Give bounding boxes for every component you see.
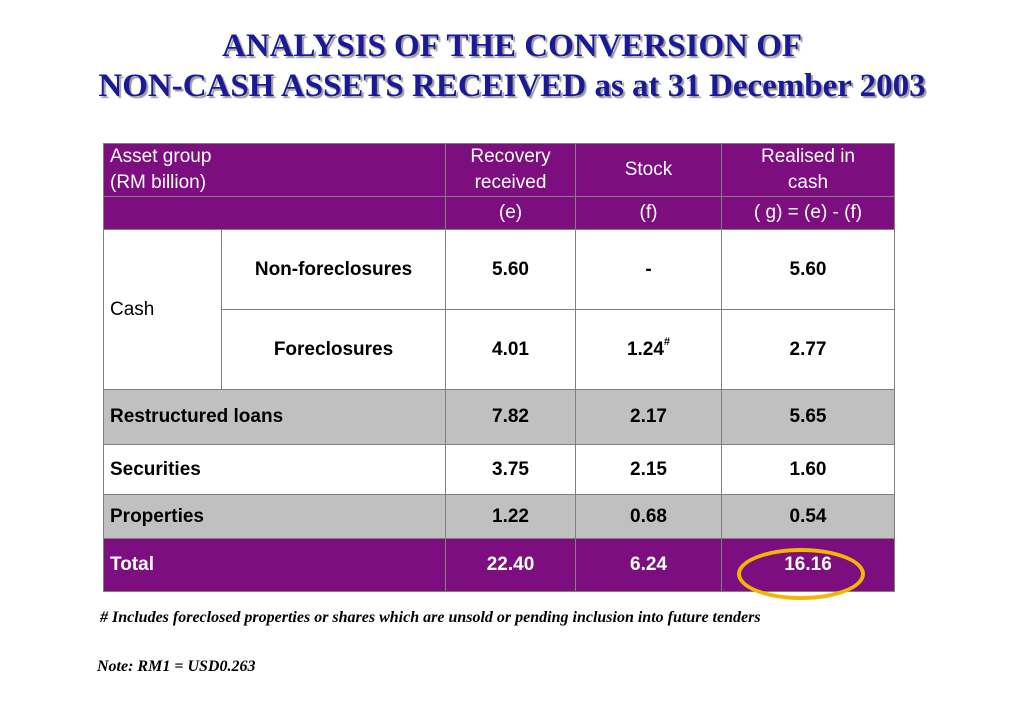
cash-group-label: Cash <box>103 229 222 390</box>
row-label: Securities <box>103 444 446 495</box>
header-recovery-line2: received <box>474 172 547 193</box>
formula-g: ( g) = (e) - (f) <box>721 196 895 230</box>
total-label: Total <box>103 538 446 592</box>
title-line-1: ANALYSIS OF THE CONVERSION OF <box>221 28 803 64</box>
table-formula-row: (e) (f) ( g) = (e) - (f) <box>103 196 895 230</box>
recovery-value: 7.82 <box>445 389 576 445</box>
page-title: ANALYSIS OF THE CONVERSION OF NON-CASH A… <box>0 26 1024 106</box>
row-label: Foreclosures <box>221 309 446 390</box>
stock-value: 2.15 <box>575 444 722 495</box>
header-realised-line1: Realised in <box>761 146 855 167</box>
formula-f: (f) <box>575 196 722 230</box>
asset-conversion-table: Asset group (RM billion) Recovery receiv… <box>103 143 895 592</box>
footnote: # Includes foreclosed properties or shar… <box>100 609 761 626</box>
formula-blank-cell <box>103 196 446 230</box>
recovery-value: 5.60 <box>445 229 576 310</box>
stock-value: 2.17 <box>575 389 722 445</box>
row-label: Non-foreclosures <box>221 229 446 310</box>
table-row: Foreclosures 4.01 1.24# 2.77 <box>104 309 895 390</box>
realised-value: 1.60 <box>721 444 895 495</box>
table-row: Restructured loans 7.82 2.17 5.65 <box>103 389 895 445</box>
row-label: Restructured loans <box>103 389 446 445</box>
header-unit-label: (RM billion) <box>110 172 207 193</box>
footnote-marker: # <box>663 335 671 348</box>
realised-value: 5.60 <box>721 229 895 310</box>
title-line-2: NON-CASH ASSETS RECEIVED as at 31 Decemb… <box>98 68 926 104</box>
realised-value: 5.65 <box>721 389 895 445</box>
realised-value: 0.54 <box>721 494 895 539</box>
header-realised: Realised in cash <box>721 143 895 197</box>
row-label: Properties <box>103 494 446 539</box>
header-asset-group: Asset group (RM billion) <box>103 143 446 197</box>
header-realised-line2: cash <box>787 172 829 193</box>
total-stock: 6.24 <box>575 538 722 592</box>
formula-e: (e) <box>445 196 576 230</box>
header-recovery: Recovery received <box>445 143 576 197</box>
recovery-value: 3.75 <box>445 444 576 495</box>
total-recovery: 22.40 <box>445 538 576 592</box>
stock-number: 1.24 <box>626 338 664 360</box>
highlight-circle <box>737 548 865 600</box>
table-row: Cash Non-foreclosures 5.60 - 5.60 <box>103 229 895 390</box>
table-row: Securities 3.75 2.15 1.60 <box>103 444 895 495</box>
stock-value: 1.24# <box>575 309 722 390</box>
realised-value: 2.77 <box>721 309 895 390</box>
recovery-value: 1.22 <box>445 494 576 539</box>
table-row: Properties 1.22 0.68 0.54 <box>103 494 895 539</box>
currency-note: Note: RM1 = USD0.263 <box>97 658 256 675</box>
stock-value: 0.68 <box>575 494 722 539</box>
header-recovery-line1: Recovery <box>470 146 551 167</box>
recovery-value: 4.01 <box>445 309 576 390</box>
stock-value: - <box>575 229 722 310</box>
header-stock: Stock <box>575 143 722 197</box>
table-header-row: Asset group (RM billion) Recovery receiv… <box>103 143 895 197</box>
header-asset-group-label: Asset group <box>110 146 212 167</box>
